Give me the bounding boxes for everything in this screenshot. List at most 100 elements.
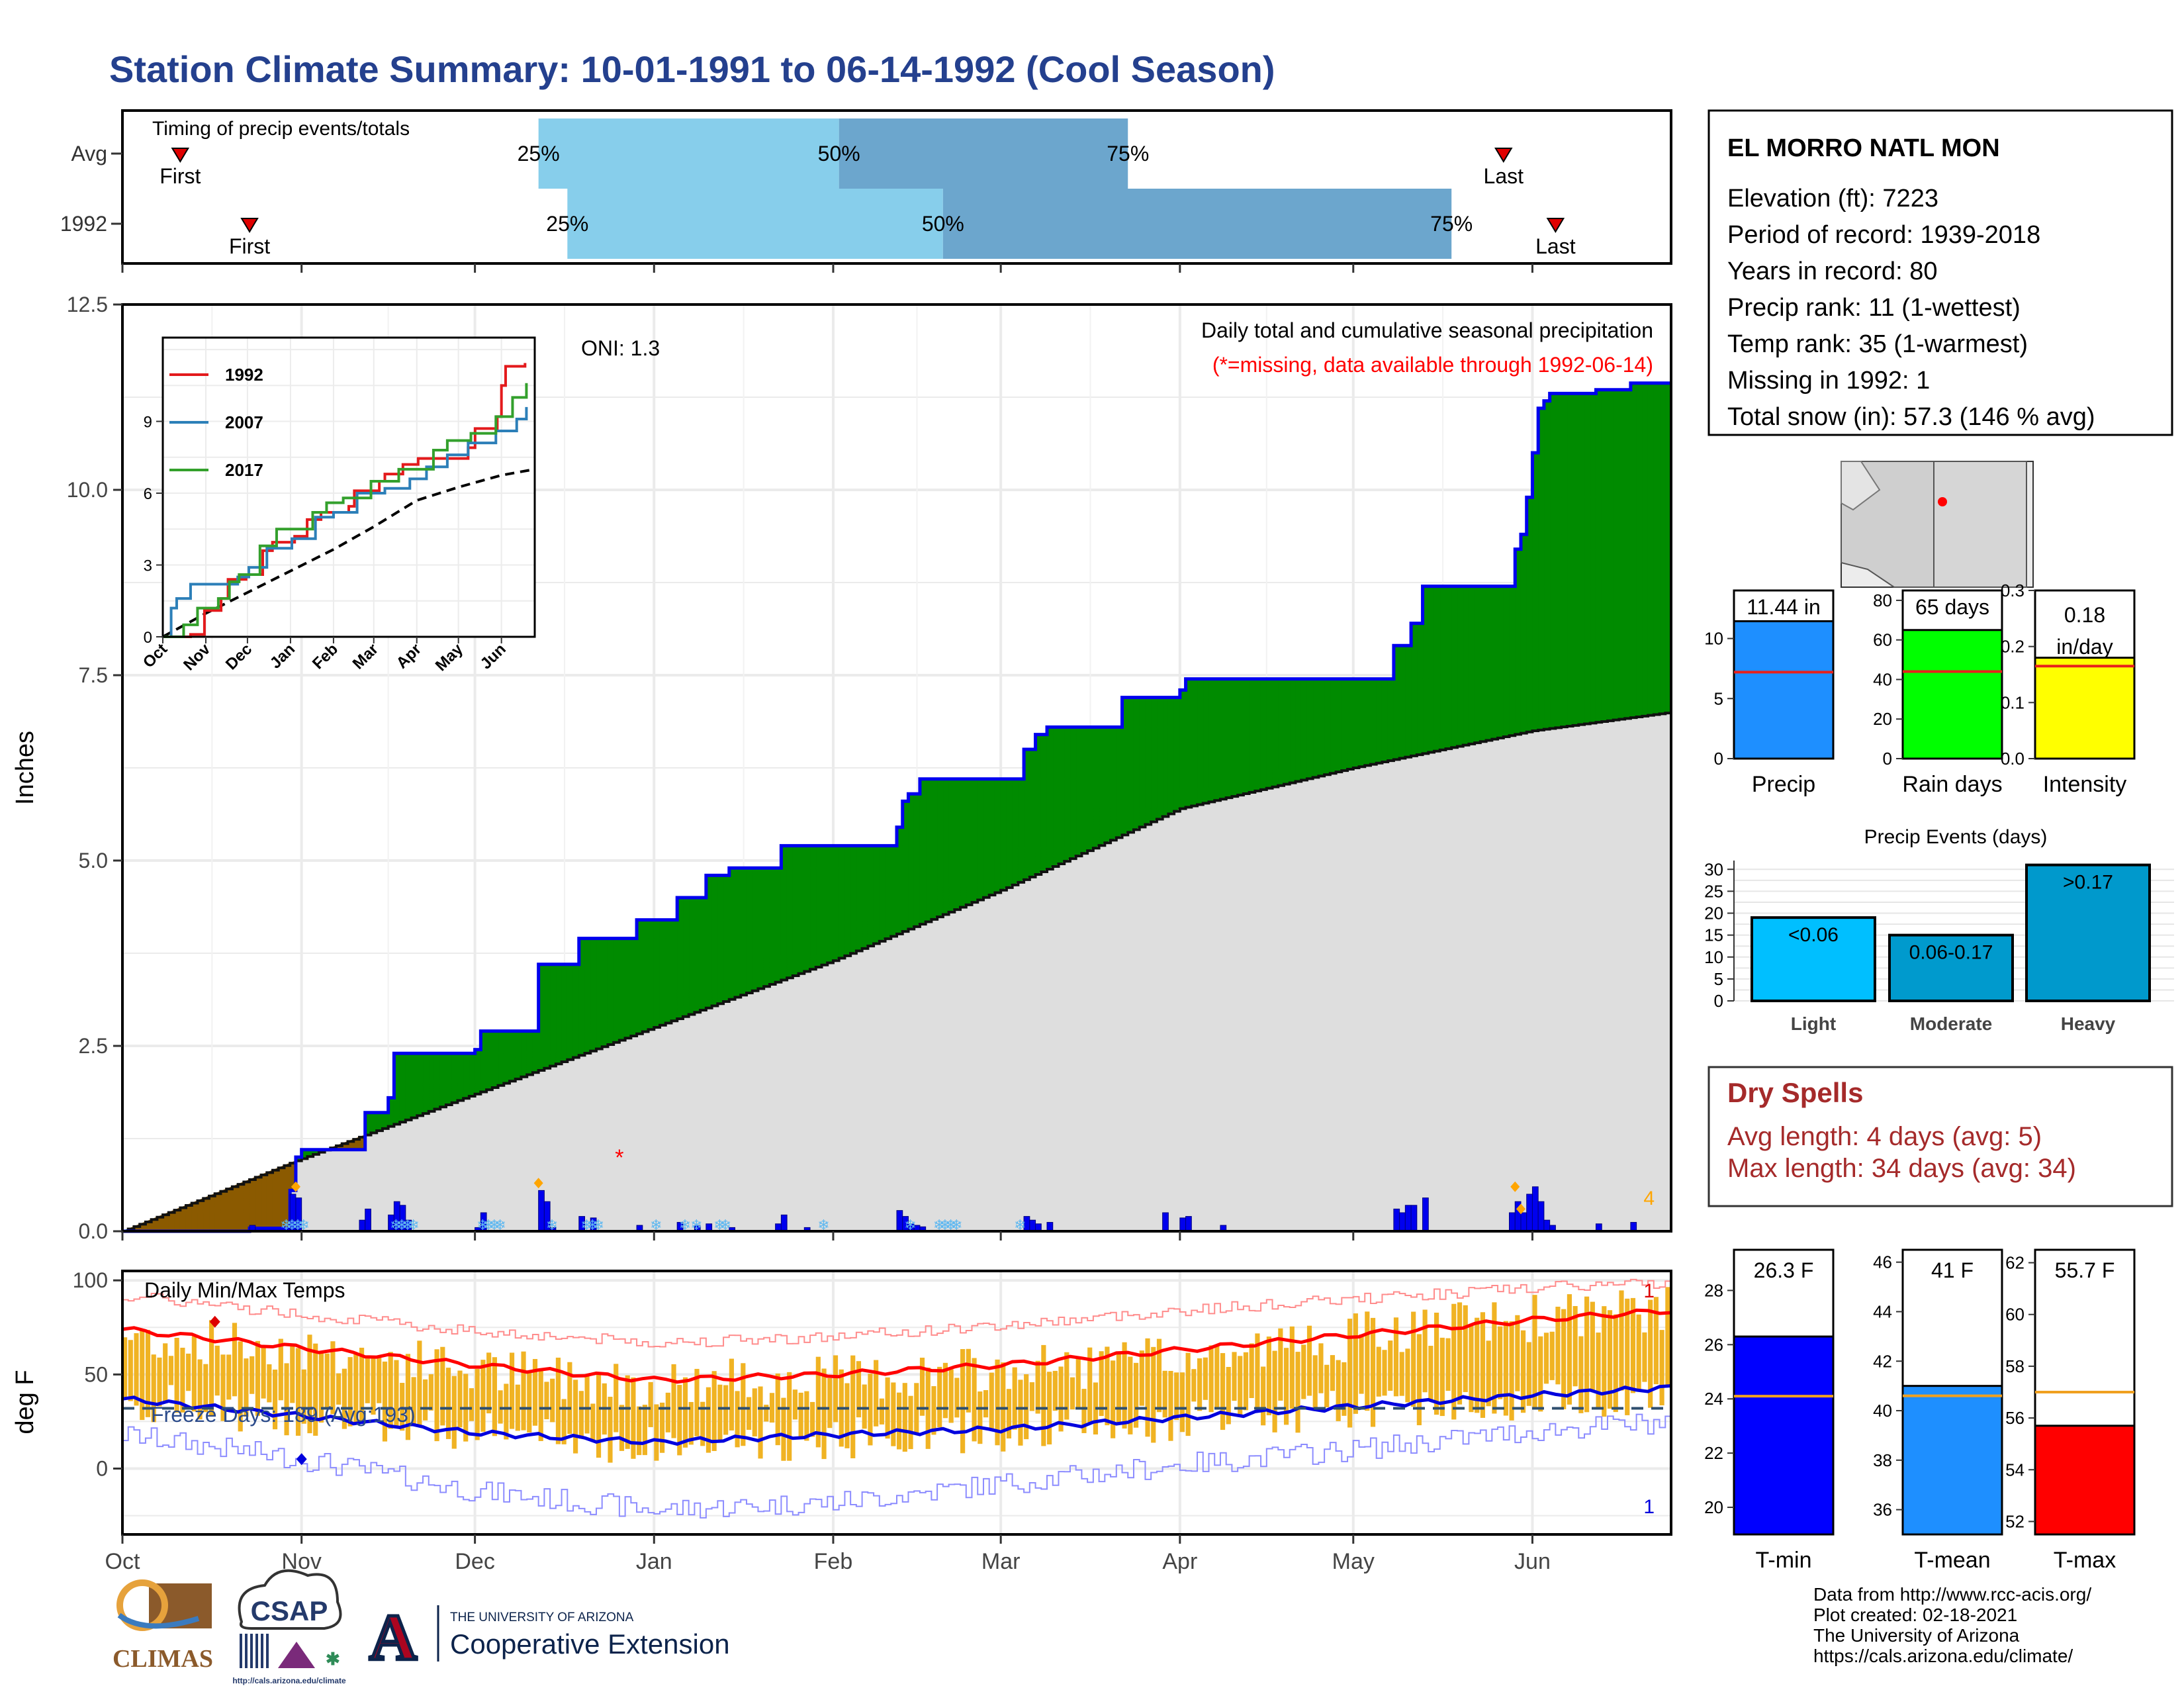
daily-precip-bar <box>1179 1217 1187 1232</box>
station-name: EL MORRO NATL MON <box>1727 134 2000 162</box>
precip-ytick-label: 0.0 <box>79 1219 108 1243</box>
daily-temp-range-bar <box>1111 1360 1116 1438</box>
daily-temp-range-bar <box>1058 1366 1064 1432</box>
daily-temp-range-bar <box>423 1379 428 1421</box>
daily-temp-range-bar <box>1185 1352 1191 1436</box>
precip-events-bar <box>2025 863 2151 1002</box>
daily-temp-range-bar <box>168 1356 174 1385</box>
daily-temp-range-bar <box>769 1393 775 1423</box>
daily-temp-range-bar <box>140 1330 145 1421</box>
snow-marker: ❄ <box>407 1217 419 1233</box>
snow-marker: ❄ <box>713 1217 725 1233</box>
daily-temp-range-bar <box>1116 1353 1121 1424</box>
daily-temp-range-bar <box>648 1382 653 1427</box>
daily-temp-range-bar <box>804 1391 809 1441</box>
daily-temp-range-bar <box>1243 1352 1249 1411</box>
snow-marker: ❄ <box>650 1217 662 1233</box>
oni-label: ONI: 1.3 <box>581 336 660 360</box>
timing-last-label: Last <box>1535 234 1576 258</box>
daily-temp-range-bar <box>428 1374 433 1411</box>
daily-precip-bar <box>1526 1194 1533 1232</box>
temp-bar-value: 55.7 F <box>2055 1258 2115 1282</box>
temp-bar-ytick-label: 52 <box>2005 1511 2025 1531</box>
daily-temp-range-bar <box>244 1358 249 1417</box>
snow-marker: ❄ <box>933 1217 945 1233</box>
precip-events-ytick-label: 0 <box>1714 991 1723 1011</box>
normal-cumulative-area <box>122 712 1671 1231</box>
daily-temp-range-bar <box>1075 1357 1081 1409</box>
daily-temp-range-bar <box>1584 1296 1590 1413</box>
temp-corner-top: 1 <box>1643 1280 1655 1302</box>
daily-temp-range-bar <box>1035 1360 1040 1414</box>
temp-bar-ytick-label: 60 <box>2005 1305 2025 1325</box>
daily-temp-range-bar <box>856 1361 862 1418</box>
summary-bar-value: 65 days <box>1915 595 1989 619</box>
daily-precip-bar <box>896 1210 903 1232</box>
daily-temp-range-bar <box>510 1352 515 1429</box>
daily-temp-range-bar <box>654 1404 659 1461</box>
daily-temp-range-bar <box>983 1389 989 1418</box>
daily-temp-range-bar <box>614 1364 619 1432</box>
daily-temp-range-bar <box>1353 1313 1358 1414</box>
daily-temp-range-bar <box>960 1349 966 1454</box>
inset-ytick-label: 0 <box>144 629 152 647</box>
temp-bar-ytick-label: 24 <box>1704 1389 1723 1409</box>
freeze-days-label: Freeze Days: 189 (Avg:193) <box>151 1403 416 1427</box>
daily-temp-range-bar <box>1312 1355 1318 1411</box>
credits-block: Data from http://www.rcc-acis.org/Plot c… <box>1813 1584 2091 1666</box>
daily-temp-range-bar <box>480 1360 486 1432</box>
daily-temp-range-bar <box>273 1369 278 1430</box>
inset-frame <box>161 336 536 638</box>
summary-bar-charts: 11.44 in 0 5 10 Precip 65 days 0 20 40 60 80 Rain d… <box>1704 581 2136 797</box>
summary-bar-ytick-label: 0.3 <box>2001 581 2025 600</box>
snow-marker: ❄ <box>488 1217 500 1233</box>
daily-temp-range-bar <box>1128 1356 1133 1434</box>
daily-temp-range-bar <box>250 1356 255 1394</box>
month-label: Jan <box>636 1549 672 1574</box>
inset-ytick-label: 9 <box>144 414 152 432</box>
timing-q25-label: 25% <box>518 142 560 165</box>
daily-precip-bar <box>1185 1216 1192 1232</box>
daily-temp-range-bar <box>145 1329 151 1417</box>
daily-temp-range-bar <box>451 1376 457 1449</box>
daily-temp-range-bar <box>1295 1352 1300 1433</box>
credit-line: https://cals.arizona.edu/climate/ <box>1813 1646 2073 1666</box>
snow-marker: ❄ <box>280 1217 292 1233</box>
daily-temp-range-bar <box>1156 1338 1162 1413</box>
daily-temp-range-bar <box>371 1357 376 1415</box>
climas-logo-text: CLIMAS <box>113 1645 213 1673</box>
csap-logo-text: CSAP <box>251 1595 328 1626</box>
daily-temp-range-bar <box>1087 1347 1093 1424</box>
csap-logo-bar <box>250 1634 253 1668</box>
daily-temp-range-bar <box>972 1358 977 1442</box>
daily-temp-range-bar <box>1162 1370 1167 1418</box>
inset-series-line-2007 <box>163 406 528 638</box>
daily-temp-range-bar <box>1613 1314 1618 1413</box>
daily-temp-range-bar <box>810 1401 815 1437</box>
daily-temp-range-bar <box>400 1383 405 1431</box>
timing-q50-label: 50% <box>818 142 860 165</box>
daily-precip-bar <box>1029 1219 1036 1232</box>
snow-marker: ❄ <box>297 1217 309 1233</box>
daily-temp-range-bar <box>1630 1297 1636 1393</box>
daily-temp-range-bar <box>1174 1372 1179 1421</box>
daily-temp-range-bar <box>307 1335 312 1434</box>
daily-temp-range-bar <box>180 1347 185 1413</box>
daily-temp-range-bar <box>1266 1336 1271 1415</box>
summary-bar-ytick-label: 0.0 <box>2001 749 2025 769</box>
month-label: Apr <box>1162 1549 1197 1574</box>
snow-marker: ❄ <box>286 1217 298 1233</box>
daily-temp-range-bar <box>1486 1340 1491 1407</box>
daily-temp-range-bar <box>1249 1343 1254 1399</box>
avg-max-line <box>122 1308 1672 1384</box>
station-info-line: Years in record: 80 <box>1727 258 1938 285</box>
temp-bar-ytick-label: 40 <box>1873 1401 1892 1421</box>
timing-panel: Timing of precip events/totals Avg 25% 50% 7… <box>60 109 1672 273</box>
daily-temp-range-bar <box>850 1355 856 1458</box>
daily-temp-range-bar <box>1272 1350 1277 1432</box>
daily-temp-range-bar <box>677 1385 682 1456</box>
timing-first-marker <box>171 148 190 163</box>
daily-temp-range-bar <box>1388 1340 1393 1391</box>
daily-temp-range-bar <box>1665 1287 1670 1387</box>
daily-temp-range-bar <box>122 1337 128 1399</box>
